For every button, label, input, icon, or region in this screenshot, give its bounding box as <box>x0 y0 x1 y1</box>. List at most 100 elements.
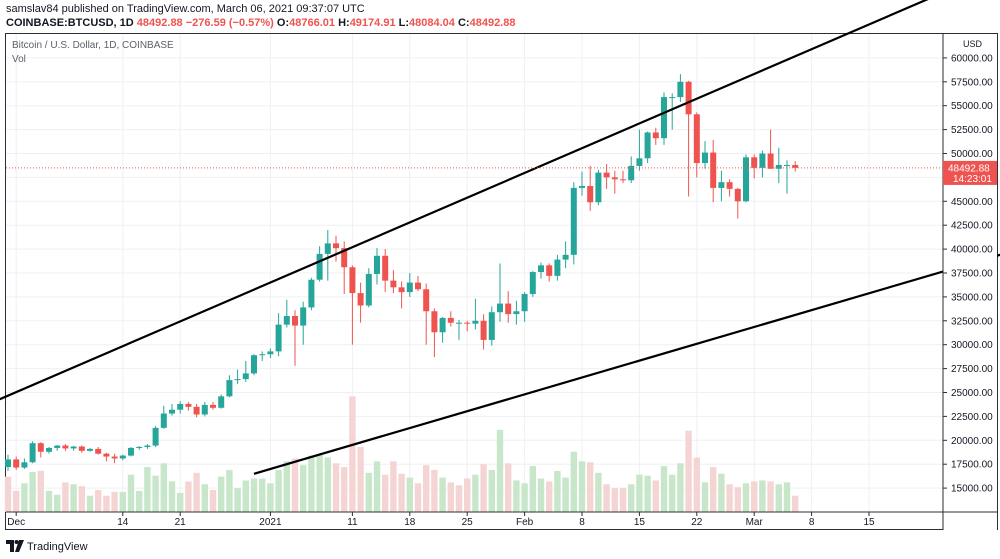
volume-bar <box>398 473 405 512</box>
countdown-label: 14:23:01 <box>953 174 992 185</box>
candle-body <box>78 446 85 451</box>
volume-bar <box>267 483 274 512</box>
candle-body <box>267 351 274 355</box>
candle-body <box>423 289 430 312</box>
price-change: −276.59 (−0.57%) <box>185 17 274 29</box>
volume-bar <box>95 490 102 512</box>
price-tick-label: 60000.00 <box>951 53 993 64</box>
candle-body <box>693 114 700 164</box>
candle-body <box>685 81 692 115</box>
candle-body <box>169 409 175 414</box>
volume-bar <box>505 463 512 512</box>
volume-bar <box>546 481 553 512</box>
volume-bar <box>652 480 659 512</box>
candle-body <box>562 254 569 260</box>
candle-body <box>193 406 200 415</box>
candle-body <box>234 379 241 381</box>
candle-body <box>144 445 151 447</box>
time-tick-label: Dec <box>7 517 25 528</box>
high-label: H: <box>338 17 350 29</box>
candle-body <box>324 243 331 254</box>
volume-bar <box>209 490 217 512</box>
price-tick-label: 30000.00 <box>951 340 993 351</box>
close-label: C: <box>457 17 470 29</box>
price-tick-label: 50000.00 <box>951 149 993 160</box>
volume-bar <box>152 475 159 512</box>
volume-bar <box>693 457 700 512</box>
candle-body <box>546 265 553 276</box>
candle-body <box>554 259 561 276</box>
volume-bar <box>111 491 118 512</box>
volume-bar <box>521 483 528 512</box>
volume-bar <box>324 457 331 512</box>
time-tick-label: 15 <box>863 517 875 528</box>
candle-body <box>390 280 397 288</box>
volume-bar <box>259 478 266 512</box>
candle-body <box>152 427 159 446</box>
last-price-label: 48492.88 <box>948 163 990 174</box>
low-value: 48084.04 <box>409 17 455 29</box>
candle-body <box>111 456 118 459</box>
volume-bar <box>783 482 791 512</box>
high-value: 49174.91 <box>349 17 396 29</box>
volume-bar <box>37 470 44 512</box>
upper-channel-line <box>0 0 929 401</box>
candle-body <box>21 462 28 468</box>
candle-body <box>398 287 405 293</box>
candle-body <box>652 132 659 139</box>
candle-body <box>333 243 339 249</box>
volume-bar <box>726 484 733 512</box>
publication-header: samslav84 published on TradingView.com, … <box>0 0 1000 34</box>
candle-body <box>62 445 69 449</box>
volume-bar <box>767 481 774 512</box>
candle-body <box>579 186 585 188</box>
candle-body <box>464 322 471 324</box>
published-line: samslav84 published on TradingView.com, … <box>6 3 365 15</box>
volume-bar <box>644 475 651 512</box>
candle-body <box>480 320 487 340</box>
candle-body <box>718 182 725 188</box>
time-tick-label: 14 <box>117 517 129 528</box>
price-tick-label: 55000.00 <box>951 101 993 112</box>
volume-bar <box>562 477 569 512</box>
candle-body <box>677 81 684 98</box>
candle-body <box>661 97 667 139</box>
candle-body <box>316 253 323 280</box>
volume-bar <box>382 474 389 512</box>
price-tick-label: 45000.00 <box>951 197 993 208</box>
axes: 60000.00 57500.00 55000.00 52500.00 50000.00… <box>6 34 997 530</box>
candle-body <box>283 316 290 325</box>
volume-bar <box>201 484 208 512</box>
candle-body <box>300 307 307 326</box>
candle-body <box>447 317 454 323</box>
volume-bar <box>455 485 463 512</box>
volume-bar <box>193 472 200 512</box>
time-tick-label: 8 <box>579 517 585 528</box>
volume-bar <box>792 495 799 512</box>
trendlines <box>0 0 1000 475</box>
volume-bar <box>70 484 77 512</box>
candle-body <box>226 380 233 397</box>
price-tick-label: 22500.00 <box>951 412 993 423</box>
volume-bar <box>242 480 249 512</box>
volume-bar <box>78 486 85 512</box>
time-tick-label: 11 <box>347 517 358 528</box>
price-tick-label: 17500.00 <box>951 460 993 471</box>
candle-body <box>37 443 44 452</box>
candle-body <box>611 177 618 180</box>
volume-bar <box>529 466 536 512</box>
volume-bar <box>636 474 643 512</box>
price-tick-label: 57500.00 <box>951 77 993 88</box>
candle-body <box>95 448 102 454</box>
candle-body <box>275 324 282 352</box>
volume-bar <box>660 466 668 512</box>
volume-bar <box>357 446 364 512</box>
candle-body <box>136 446 143 448</box>
symbol-label: COINBASE:BTCUSD, 1D <box>6 17 134 29</box>
price-tick-label: 42500.00 <box>951 221 993 232</box>
candle-body <box>505 303 512 315</box>
volume-bar <box>710 467 717 512</box>
volume-bar <box>275 469 282 512</box>
candle-body <box>185 403 192 407</box>
